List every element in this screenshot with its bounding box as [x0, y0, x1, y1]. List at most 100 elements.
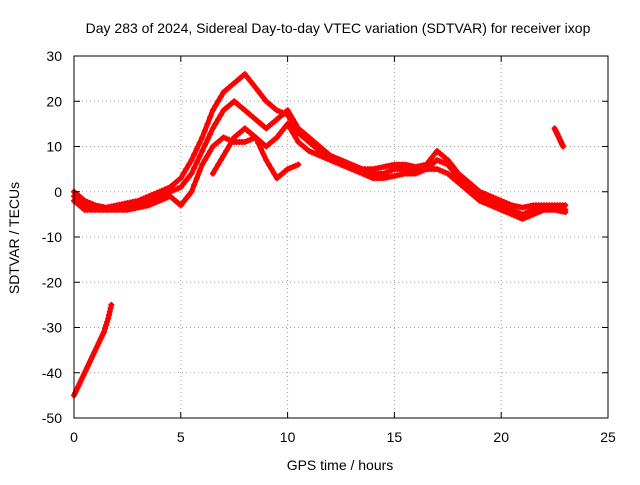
- data-layer: [71, 71, 569, 399]
- early-drop-point: [104, 318, 111, 325]
- series-4-point: [257, 145, 264, 152]
- x-tick-label: 15: [387, 429, 403, 445]
- series-1-point: [201, 127, 208, 134]
- series-3-point: [201, 157, 208, 164]
- series-2-point: [447, 164, 454, 171]
- series-1-point: [183, 166, 190, 173]
- series-1-point: [177, 175, 184, 182]
- series-2-point: [201, 142, 208, 149]
- series-2-point: [188, 170, 195, 177]
- series-3-point: [183, 195, 190, 202]
- early-drop-point: [101, 325, 108, 332]
- y-tick-label: 20: [46, 93, 62, 109]
- series-2-point: [215, 116, 222, 123]
- tick-layer: 0 5 10 15 20 25 -50 -40 -30 -20 -10 0 10 20 30: [42, 48, 616, 445]
- chart-title: Day 283 of 2024, Sidereal Day-to-day VTE…: [86, 20, 591, 36]
- early-drop-point: [100, 329, 107, 336]
- series-4-point: [263, 157, 270, 164]
- series-3-point: [289, 129, 296, 136]
- series-1-point: [247, 77, 254, 84]
- x-tick-label: 10: [280, 429, 296, 445]
- series-2-point: [450, 168, 457, 175]
- series-4-point: [255, 140, 262, 147]
- series-1-point: [188, 157, 195, 164]
- series-1-point: [191, 151, 198, 158]
- y-tick-label: -20: [42, 274, 62, 290]
- series-4-point: [265, 161, 272, 168]
- y-tick-label: -50: [42, 410, 62, 426]
- series-2-point: [452, 171, 459, 178]
- series-2-point: [183, 177, 190, 184]
- early-drop-point: [105, 312, 112, 319]
- series-1-point: [212, 102, 219, 109]
- series-3-point: [562, 209, 569, 216]
- early-drop-point: [108, 301, 115, 308]
- series-1-point: [196, 140, 203, 147]
- series-1-point: [249, 81, 256, 88]
- series-4-point: [212, 166, 219, 173]
- series-2-point: [196, 153, 203, 160]
- series-2-point: [287, 111, 294, 118]
- series-3-point: [177, 202, 184, 209]
- series-1-point: [252, 84, 259, 91]
- series-1-point: [260, 94, 267, 101]
- series-1-point: [215, 98, 222, 105]
- series-2-point: [185, 174, 192, 181]
- series-3-point: [196, 168, 203, 175]
- series-3-point: [287, 125, 294, 132]
- series-2-point: [191, 164, 198, 171]
- series-3-point: [193, 175, 200, 182]
- series-4-point: [268, 166, 275, 173]
- series-1-point: [426, 158, 433, 165]
- y-tick-label: 0: [54, 184, 62, 200]
- series-4-point: [295, 161, 302, 168]
- series-2-point: [284, 107, 291, 114]
- series-4-point: [223, 148, 230, 155]
- series-4-point: [215, 161, 222, 168]
- y-axis-label: SDTVAR / TECUs: [6, 182, 22, 294]
- series-3-point: [207, 148, 214, 155]
- series-2-point: [204, 136, 211, 143]
- series-2-point: [217, 111, 224, 118]
- series-3-point: [185, 192, 192, 199]
- series-3-point: [180, 198, 187, 205]
- x-tick-label: 25: [600, 429, 616, 445]
- early-drop-point: [105, 315, 112, 322]
- series-2-point: [289, 116, 296, 123]
- series-1-point: [209, 107, 216, 114]
- series-3-point: [199, 161, 206, 168]
- series-4-point: [225, 143, 232, 150]
- series-3-point: [281, 124, 288, 131]
- series-2-point: [193, 159, 200, 166]
- series-2-point: [199, 148, 206, 155]
- series-3-point: [284, 120, 291, 127]
- series-4-point: [271, 170, 278, 177]
- y-tick-label: -40: [42, 365, 62, 381]
- late-spike-point: [560, 143, 567, 150]
- early-drop-point: [106, 308, 113, 315]
- x-axis-label: GPS time / hours: [287, 457, 394, 473]
- series-1-point: [431, 151, 438, 158]
- series-3-point: [204, 152, 211, 159]
- series-4-point: [220, 152, 227, 159]
- series-1-point: [241, 71, 248, 78]
- series-4-point: [209, 170, 216, 177]
- y-tick-label: -10: [42, 229, 62, 245]
- series-2-point: [209, 125, 216, 132]
- series-3-point: [292, 134, 299, 141]
- early-drop-point: [107, 305, 114, 312]
- series-1-point: [257, 91, 264, 98]
- x-tick-label: 0: [70, 429, 78, 445]
- series-2-point: [177, 184, 184, 191]
- series-3-point: [276, 131, 283, 138]
- series-2-point: [444, 161, 451, 168]
- series-2-point: [212, 120, 219, 127]
- series-4-point: [252, 134, 259, 141]
- series-3-point: [191, 181, 198, 188]
- series-3-point: [273, 134, 280, 141]
- series-1-point: [185, 161, 192, 168]
- series-1-point: [255, 88, 262, 95]
